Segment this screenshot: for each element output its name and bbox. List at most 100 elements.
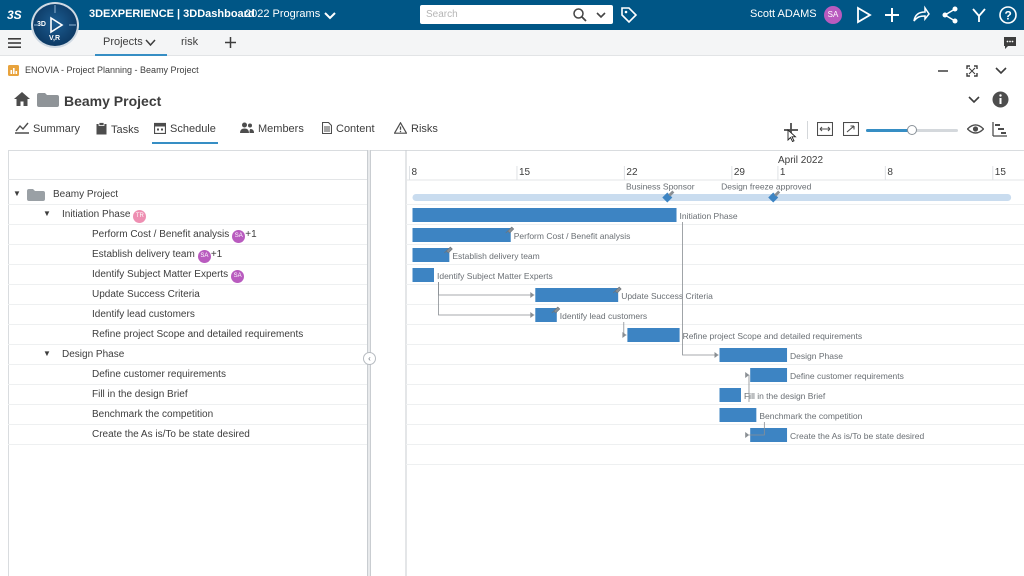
assignee-avatar[interactable]: SA <box>197 250 211 263</box>
task-row[interactable]: ▼ Beamy Project <box>8 185 368 205</box>
more-assignees-count[interactable]: +1 <box>245 229 257 240</box>
task-bar[interactable] <box>412 228 511 242</box>
task-bar[interactable] <box>719 388 741 402</box>
tab-content-label: Content <box>336 123 375 135</box>
task-name[interactable]: Define customer requirements <box>92 369 226 380</box>
pin-icon[interactable] <box>551 306 561 314</box>
task-row[interactable]: Refine project Scope and detailed requir… <box>8 325 368 345</box>
fit-width-icon[interactable] <box>817 122 833 136</box>
task-name[interactable]: Initiation Phase TR <box>62 209 147 223</box>
collapse-chevron-icon[interactable] <box>968 96 980 105</box>
summary-bar[interactable] <box>412 194 1012 201</box>
task-bar[interactable] <box>412 208 677 222</box>
more-assignees-count[interactable]: +1 <box>210 249 223 260</box>
pin-icon[interactable] <box>668 190 675 197</box>
task-name[interactable]: Update Success Criteria <box>92 289 200 300</box>
pin-icon[interactable] <box>505 226 515 234</box>
tag-icon[interactable] <box>619 5 639 25</box>
task-name[interactable]: Create the As is/To be state desired <box>92 429 250 440</box>
task-bar[interactable] <box>719 348 788 362</box>
task-name[interactable]: Beamy Project <box>53 189 119 200</box>
assignee-avatar[interactable]: SA <box>231 270 245 283</box>
help-icon[interactable]: ? <box>998 5 1018 25</box>
add-tab-icon[interactable] <box>224 36 237 49</box>
chevron-down-icon[interactable] <box>320 5 340 25</box>
zoom-slider[interactable] <box>866 125 958 135</box>
task-bar[interactable] <box>535 288 619 302</box>
chat-icon[interactable] <box>1003 36 1017 50</box>
search-input[interactable] <box>426 7 566 21</box>
task-name[interactable]: Design Phase <box>62 349 125 360</box>
task-row[interactable]: Identify Subject Matter Experts SA <box>8 265 368 285</box>
collapse-pane-chevron-icon[interactable]: ‹ <box>363 352 376 365</box>
expand-caret-icon[interactable]: ▼ <box>43 349 51 358</box>
task-row[interactable]: Benchmark the competition <box>8 405 368 425</box>
network-icon[interactable] <box>940 5 960 25</box>
assignee-avatar[interactable]: TR <box>133 210 147 223</box>
task-name[interactable]: Fill in the design Brief <box>92 389 188 400</box>
gantt-settings-icon[interactable] <box>992 121 1008 137</box>
pin-icon[interactable] <box>774 190 781 197</box>
widget-menu-chevron-icon[interactable] <box>995 66 1007 76</box>
task-name[interactable]: Identify Subject Matter Experts SA <box>92 269 245 283</box>
search-icon[interactable] <box>572 7 588 23</box>
tab-summary[interactable]: Summary <box>15 122 80 144</box>
task-name[interactable]: Identify lead customers <box>92 309 195 320</box>
tab-schedule[interactable]: Schedule <box>152 122 218 144</box>
toolbar-divider <box>807 121 808 139</box>
task-name[interactable]: Perform Cost / Benefit analysis SA +1 <box>92 229 257 243</box>
dashboard-name[interactable]: 2022 Programs <box>245 8 321 20</box>
task-bar[interactable] <box>719 408 757 422</box>
search-options-chevron-icon[interactable] <box>594 8 608 22</box>
tab-risk[interactable]: risk <box>181 36 199 48</box>
expand-caret-icon[interactable]: ▼ <box>43 209 51 218</box>
task-bar[interactable] <box>750 368 788 382</box>
zoom-to-fit-icon[interactable] <box>843 122 859 136</box>
tab-content[interactable]: Content <box>321 121 375 144</box>
task-row[interactable]: Update Success Criteria <box>8 285 368 305</box>
share-play-icon[interactable] <box>854 5 874 25</box>
task-row[interactable]: Perform Cost / Benefit analysis SA +1 <box>8 225 368 245</box>
info-icon[interactable] <box>992 91 1009 108</box>
task-row[interactable]: Identify lead customers <box>8 305 368 325</box>
task-row[interactable]: ▼ Design Phase <box>8 345 368 365</box>
task-bar[interactable] <box>412 268 434 282</box>
dependency-link <box>682 222 719 356</box>
zoom-slider-handle[interactable] <box>907 125 917 135</box>
tab-projects[interactable]: Projects <box>95 30 167 56</box>
eye-icon[interactable] <box>967 123 984 135</box>
task-bar[interactable] <box>412 248 450 262</box>
view-tab-bar: Summary Tasks Schedule Members Content R… <box>0 116 1024 144</box>
pin-icon[interactable] <box>612 286 622 294</box>
task-row[interactable]: ▼ Initiation Phase TR <box>8 205 368 225</box>
pin-icon[interactable] <box>444 246 453 254</box>
dassault-logo-icon[interactable]: 3S <box>6 5 26 25</box>
task-row[interactable]: Establish delivery team SA +1 <box>8 245 368 265</box>
assignee-avatar[interactable]: SA <box>232 230 246 243</box>
maximize-icon[interactable] <box>966 65 978 77</box>
share-arrow-icon[interactable] <box>911 5 931 25</box>
user-name[interactable]: Scott ADAMS <box>750 8 817 20</box>
task-name[interactable]: Refine project Scope and detailed requir… <box>92 329 304 340</box>
task-name[interactable]: Establish delivery team SA +1 <box>92 249 222 263</box>
task-name[interactable]: Benchmark the competition <box>92 409 214 420</box>
add-icon[interactable] <box>882 5 902 25</box>
tab-tasks[interactable]: Tasks <box>96 122 139 144</box>
task-bar-label: Perform Cost / Benefit analysis <box>514 231 631 241</box>
user-avatar[interactable]: SA <box>824 6 842 24</box>
task-row[interactable]: Fill in the design Brief <box>8 385 368 405</box>
hamburger-menu-icon[interactable] <box>8 37 22 49</box>
tab-risks[interactable]: Risks <box>393 121 438 144</box>
task-bar[interactable] <box>535 308 557 322</box>
minimize-icon[interactable] <box>937 65 949 77</box>
task-bar[interactable] <box>750 428 788 442</box>
tab-members[interactable]: Members <box>240 122 304 144</box>
expand-caret-icon[interactable]: ▼ <box>13 189 21 198</box>
apps-icon[interactable] <box>969 5 989 25</box>
home-icon[interactable] <box>14 92 30 106</box>
task-bar[interactable] <box>627 328 680 342</box>
compass-icon[interactable]: 3D V,R <box>31 2 79 48</box>
task-row[interactable]: Create the As is/To be state desired <box>8 425 368 445</box>
chevron-down-icon[interactable] <box>145 39 156 47</box>
task-row[interactable]: Define customer requirements <box>8 365 368 385</box>
